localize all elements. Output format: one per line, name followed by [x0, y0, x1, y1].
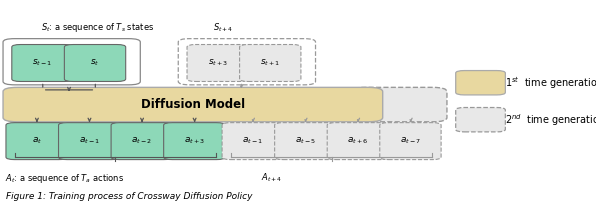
FancyBboxPatch shape — [350, 87, 447, 122]
Text: $1^{st}$  time generation: $1^{st}$ time generation — [505, 75, 596, 91]
Text: $s_{t-1}$: $s_{t-1}$ — [32, 58, 52, 68]
FancyBboxPatch shape — [222, 123, 283, 160]
Text: $S_t$: a sequence of $T_s$ states: $S_t$: a sequence of $T_s$ states — [41, 21, 154, 34]
Text: $a_{t-1}$: $a_{t-1}$ — [79, 136, 100, 146]
Text: $s_{t+3}$: $s_{t+3}$ — [207, 58, 228, 68]
FancyBboxPatch shape — [12, 45, 73, 81]
Text: Diffusion Model: Diffusion Model — [141, 98, 245, 111]
FancyBboxPatch shape — [111, 123, 172, 160]
FancyBboxPatch shape — [327, 123, 389, 160]
Text: $a_{t+3}$: $a_{t+3}$ — [184, 136, 205, 146]
Text: $s_{t+1}$: $s_{t+1}$ — [260, 58, 281, 68]
Text: $a_{t+6}$: $a_{t+6}$ — [347, 136, 368, 146]
Text: Figure 1: Training process of Crossway Diffusion Policy: Figure 1: Training process of Crossway D… — [6, 192, 253, 201]
FancyBboxPatch shape — [240, 45, 301, 81]
FancyBboxPatch shape — [380, 123, 441, 160]
Text: $A_{t+4}$: $A_{t+4}$ — [261, 172, 283, 184]
Text: $2^{nd}$  time generation: $2^{nd}$ time generation — [505, 112, 596, 128]
Text: $a_{t-1}$: $a_{t-1}$ — [242, 136, 263, 146]
FancyBboxPatch shape — [187, 45, 249, 81]
FancyBboxPatch shape — [456, 71, 505, 95]
FancyBboxPatch shape — [275, 123, 336, 160]
Text: $a_t$: $a_t$ — [32, 136, 42, 146]
Text: $a_{t-5}$: $a_{t-5}$ — [294, 136, 316, 146]
FancyBboxPatch shape — [164, 123, 225, 160]
Text: $S_{t+4}$: $S_{t+4}$ — [213, 22, 234, 34]
FancyBboxPatch shape — [6, 123, 67, 160]
FancyBboxPatch shape — [64, 45, 126, 81]
Text: $A_t$: a sequence of $T_a$ actions: $A_t$: a sequence of $T_a$ actions — [5, 172, 124, 185]
FancyBboxPatch shape — [456, 108, 505, 132]
Text: $a_{t-2}$: $a_{t-2}$ — [131, 136, 153, 146]
FancyBboxPatch shape — [58, 123, 120, 160]
Text: $a_{t-7}$: $a_{t-7}$ — [400, 136, 421, 146]
FancyBboxPatch shape — [3, 87, 383, 122]
Text: $s_t$: $s_t$ — [91, 58, 100, 68]
